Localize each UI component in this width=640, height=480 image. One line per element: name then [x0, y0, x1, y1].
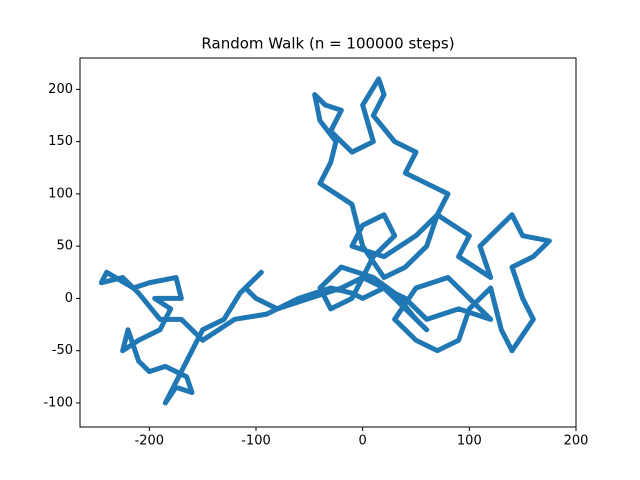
- plot-frame: [79, 57, 577, 428]
- y-tick-label: 200: [48, 82, 73, 97]
- y-tick-label: 100: [48, 186, 73, 201]
- walk-line: [98, 76, 552, 406]
- y-tick-label: -100: [43, 395, 73, 410]
- y-tick-label: 0: [65, 291, 73, 306]
- y-tick-label: 150: [48, 134, 73, 149]
- x-tick-label: 0: [359, 434, 367, 449]
- x-tick-label: -100: [241, 434, 271, 449]
- chart-title: Random Walk (n = 100000 steps): [201, 35, 454, 53]
- x-tick-label: -200: [135, 434, 165, 449]
- y-tick-label: -50: [52, 343, 73, 358]
- x-tick-label: 200: [564, 434, 589, 449]
- x-tick-label: 100: [457, 434, 482, 449]
- y-tick-label: 50: [56, 239, 73, 254]
